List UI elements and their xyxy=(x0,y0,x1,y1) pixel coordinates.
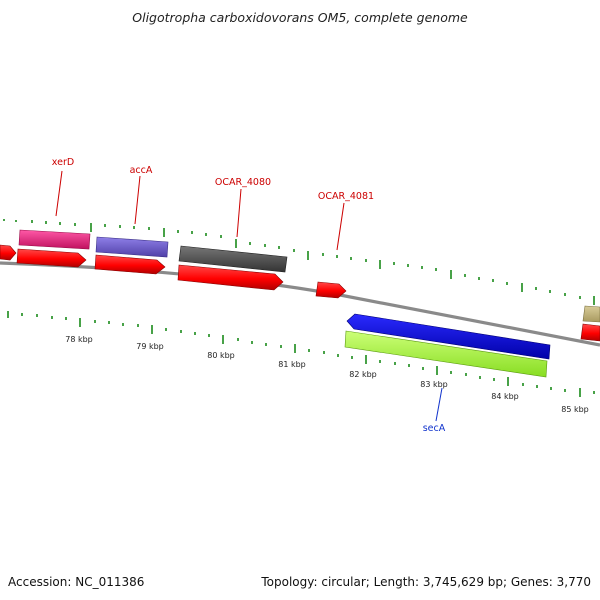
cds-arrow-5[interactable] xyxy=(315,281,347,299)
gene-label-secA[interactable]: secA xyxy=(423,423,446,434)
gene-label-accA[interactable]: accA xyxy=(130,165,153,176)
genome-backbone xyxy=(0,261,600,347)
gene-block-xerD[interactable] xyxy=(18,229,91,250)
gene-block-accA[interactable] xyxy=(95,236,169,258)
cds-secA-lime[interactable] xyxy=(344,330,548,378)
accession-text: Accession: NC_011386 xyxy=(8,575,145,589)
gene-block-OCAR-4080[interactable] xyxy=(178,245,288,273)
kbp-label: 78 kbp xyxy=(65,335,93,344)
gene-label-xerD[interactable]: xerD xyxy=(52,157,74,168)
gene-label-OCAR-4081[interactable]: OCAR_4081 xyxy=(318,191,374,202)
kbp-label: 85 kbp xyxy=(561,405,589,414)
kbp-label: 81 kbp xyxy=(278,360,306,369)
genome-title: Oligotropha carboxidovorans OM5, complet… xyxy=(132,10,468,25)
kbp-label: 84 kbp xyxy=(491,392,519,401)
kbp-label: 83 kbp xyxy=(420,380,448,389)
cds-arrow-2[interactable] xyxy=(16,248,87,268)
cds-arrow-6[interactable] xyxy=(580,323,600,342)
gene-label-leaders xyxy=(55,170,345,251)
cds-arrow-1[interactable] xyxy=(0,244,17,261)
gene-block-partial-right[interactable] xyxy=(582,305,600,323)
kbp-label: 80 kbp xyxy=(207,351,235,360)
secA-leader xyxy=(435,387,443,422)
gene-label-OCAR-4080[interactable]: OCAR_4080 xyxy=(215,177,271,188)
cds-arrow-4[interactable] xyxy=(177,264,284,291)
upper-tick-ruler xyxy=(3,219,595,305)
gene-block-secA[interactable] xyxy=(346,313,551,360)
genome-summary-text: Topology: circular; Length: 3,745,629 bp… xyxy=(261,575,591,589)
kbp-label: 82 kbp xyxy=(349,370,377,379)
kbp-label: 79 kbp xyxy=(136,342,164,351)
lower-tick-ruler xyxy=(7,311,595,397)
cds-arrow-3[interactable] xyxy=(94,254,166,275)
